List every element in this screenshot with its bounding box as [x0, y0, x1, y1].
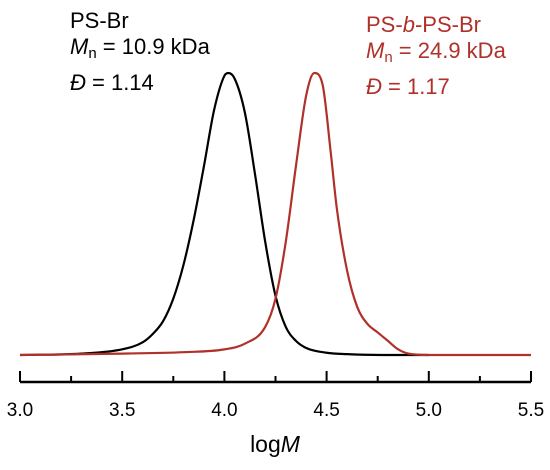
mn-value: = 24.9 kDa: [392, 38, 506, 63]
name-part-a: PS-: [366, 12, 403, 37]
dispersity-ps-br: Đ = 1.14: [70, 70, 210, 96]
dispersity-symbol: Đ: [366, 74, 382, 99]
x-tick-label: 4.5: [313, 400, 339, 421]
x-tick-label: 5.5: [518, 400, 544, 421]
annotation-ps-br: PS-Br Mn = 10.9 kDa Đ = 1.14: [70, 8, 210, 96]
dispersity-symbol: Đ: [70, 70, 86, 95]
name-part-c: -PS-Br: [414, 12, 481, 37]
x-axis-title-italic: M: [281, 431, 301, 457]
x-axis-title: logM: [250, 431, 301, 457]
x-tick-label: 3.5: [109, 400, 135, 421]
x-axis-ticks: 3.0 3.5 4.0 4.5 5.0 5.5: [7, 371, 544, 421]
x-axis-title-prefix: log: [250, 431, 281, 457]
annotation-ps-b-ps-br: PS-b-PS-Br Mn = 24.9 kDa Đ = 1.17: [366, 12, 506, 100]
sample-name-ps-br: PS-Br: [70, 8, 129, 33]
series-line-ps-br: [19, 71, 429, 357]
x-tick-label: 3.0: [7, 400, 33, 421]
curves-group: [19, 71, 531, 357]
series-line-ps-b-ps-br: [19, 71, 531, 357]
sample-name-ps-b-ps-br: PS-b-PS-Br: [366, 12, 506, 38]
mn-subscript: n: [384, 49, 393, 66]
mn-symbol: M: [366, 38, 385, 63]
dispersity-value: = 1.17: [381, 74, 450, 99]
x-tick-label: 4.0: [211, 400, 237, 421]
dispersity-value: = 1.14: [85, 70, 154, 95]
x-tick-label: 5.0: [416, 400, 442, 421]
mn-ps-b-ps-br: Mn = 24.9 kDa: [366, 38, 506, 66]
name-part-b: b: [402, 12, 415, 37]
dispersity-ps-b-ps-br: Đ = 1.17: [366, 74, 506, 100]
mn-subscript: n: [88, 45, 97, 62]
mn-ps-br: Mn = 10.9 kDa: [70, 34, 210, 62]
mn-symbol: M: [70, 34, 89, 59]
mn-value: = 10.9 kDa: [96, 34, 210, 59]
